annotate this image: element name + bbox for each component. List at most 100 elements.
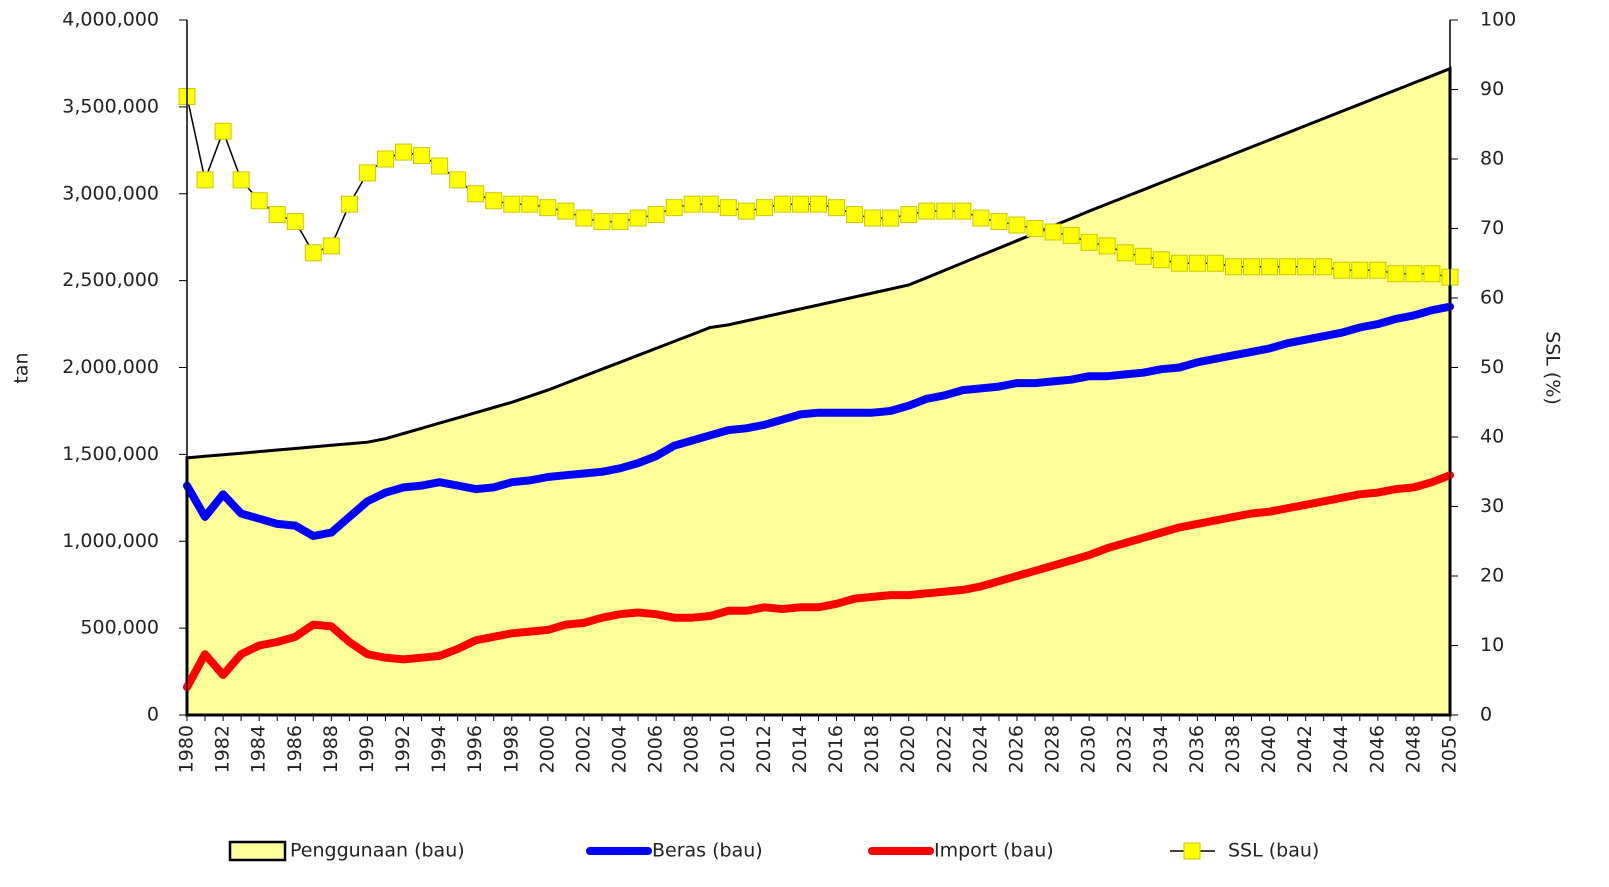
marker — [467, 185, 485, 203]
x-tick-label: 2044 — [1330, 725, 1352, 773]
x-tick-label: 2024 — [969, 725, 991, 773]
legend-item: Penggunaan (bau) — [228, 840, 465, 862]
marker — [503, 195, 521, 213]
x-tick-label: 2016 — [825, 725, 847, 773]
marker — [719, 199, 737, 217]
y2-tick-label: 10 — [1480, 634, 1504, 656]
marker — [1008, 216, 1026, 234]
x-tick-label: 2040 — [1258, 725, 1280, 773]
marker — [972, 209, 990, 227]
marker — [1098, 237, 1116, 255]
legend-label: Beras (bau) — [652, 840, 763, 862]
marker — [846, 206, 864, 224]
marker — [773, 195, 791, 213]
marker — [1026, 220, 1044, 237]
x-tick-label: 2012 — [753, 725, 775, 773]
x-tick-label: 1996 — [464, 725, 486, 773]
y-tick-label: 2,500,000 — [62, 269, 159, 291]
marker — [593, 213, 611, 231]
x-tick-label: 2008 — [681, 725, 703, 773]
marker — [340, 195, 358, 213]
x-tick-label: 1980 — [176, 725, 198, 773]
x-tick-label: 1990 — [356, 725, 378, 773]
y-tick-label: 1,500,000 — [62, 443, 159, 465]
marker — [611, 213, 629, 231]
x-tick-label: 2030 — [1078, 725, 1100, 773]
marker — [1188, 254, 1206, 272]
marker — [286, 213, 304, 231]
y-tick-label: 4,000,000 — [62, 9, 159, 31]
marker — [431, 157, 449, 175]
legend-label: SSL (bau) — [1228, 840, 1319, 862]
legend-item: Beras (bau) — [586, 840, 763, 862]
marker — [791, 195, 809, 213]
y-axis-label: tan — [11, 352, 33, 383]
marker — [647, 206, 665, 224]
marker — [1206, 254, 1224, 272]
x-tick-label: 2034 — [1150, 725, 1172, 773]
marker — [539, 199, 557, 217]
y2-tick-label: 60 — [1480, 287, 1504, 309]
marker — [1152, 251, 1170, 269]
legend-item: Import (bau) — [868, 840, 1054, 862]
legend-label: Import (bau) — [934, 840, 1054, 862]
marker — [1387, 265, 1405, 283]
marker — [755, 199, 773, 217]
x-tick-label: 2038 — [1222, 725, 1244, 773]
x-tick-label: 1982 — [212, 725, 234, 773]
x-tick-label: 2006 — [645, 725, 667, 773]
marker — [665, 199, 683, 217]
y2-tick-label: 90 — [1480, 78, 1504, 100]
marker — [1279, 258, 1297, 276]
x-tick-label: 2050 — [1439, 725, 1461, 773]
marker — [485, 192, 503, 210]
marker — [1261, 258, 1279, 276]
marker — [304, 244, 322, 262]
y2-tick-label: 30 — [1480, 495, 1504, 517]
marker — [322, 237, 340, 255]
legend-label: Penggunaan (bau) — [290, 840, 465, 862]
y2-tick-label: 80 — [1480, 148, 1504, 170]
x-tick-label: 1984 — [248, 725, 270, 773]
line — [183, 471, 1454, 692]
marker — [413, 147, 431, 165]
marker — [1315, 258, 1333, 276]
marker — [629, 209, 647, 227]
y-tick-label: 3,500,000 — [62, 95, 159, 117]
marker — [918, 202, 936, 220]
x-tick-label: 2028 — [1042, 725, 1064, 773]
legend-swatch — [1183, 842, 1201, 860]
x-tick-label: 1988 — [320, 725, 342, 773]
marker — [250, 192, 268, 210]
y2-tick-label: 0 — [1480, 704, 1492, 726]
x-tick-label: 2026 — [1005, 725, 1027, 773]
marker — [1333, 261, 1351, 279]
x-tick-label: 2004 — [609, 725, 631, 773]
y2-tick-label: 100 — [1480, 9, 1516, 31]
marker — [828, 199, 846, 217]
y-tick-label: 500,000 — [80, 617, 159, 639]
marker — [1351, 261, 1369, 279]
marker — [1044, 223, 1062, 241]
x-tick-label: 1998 — [500, 725, 522, 773]
marker — [1423, 265, 1441, 283]
x-tick-label: 2036 — [1186, 725, 1208, 773]
x-tick-label: 2002 — [572, 725, 594, 773]
marker — [358, 164, 376, 182]
y2-axis-label: SSL (%) — [1542, 331, 1564, 405]
marker — [1062, 226, 1080, 244]
marker — [376, 150, 394, 168]
y2-tick-label: 70 — [1480, 217, 1504, 239]
plot-area — [178, 66, 1459, 717]
line — [183, 302, 1454, 540]
marker — [864, 209, 882, 227]
x-tick-label: 2022 — [933, 725, 955, 773]
marker — [1224, 258, 1242, 276]
x-tick-label: 1992 — [392, 725, 414, 773]
marker — [882, 209, 900, 227]
marker — [395, 143, 413, 161]
marker — [990, 213, 1008, 231]
marker — [557, 202, 575, 220]
marker — [449, 171, 467, 189]
x-tick-label: 2010 — [717, 725, 739, 773]
